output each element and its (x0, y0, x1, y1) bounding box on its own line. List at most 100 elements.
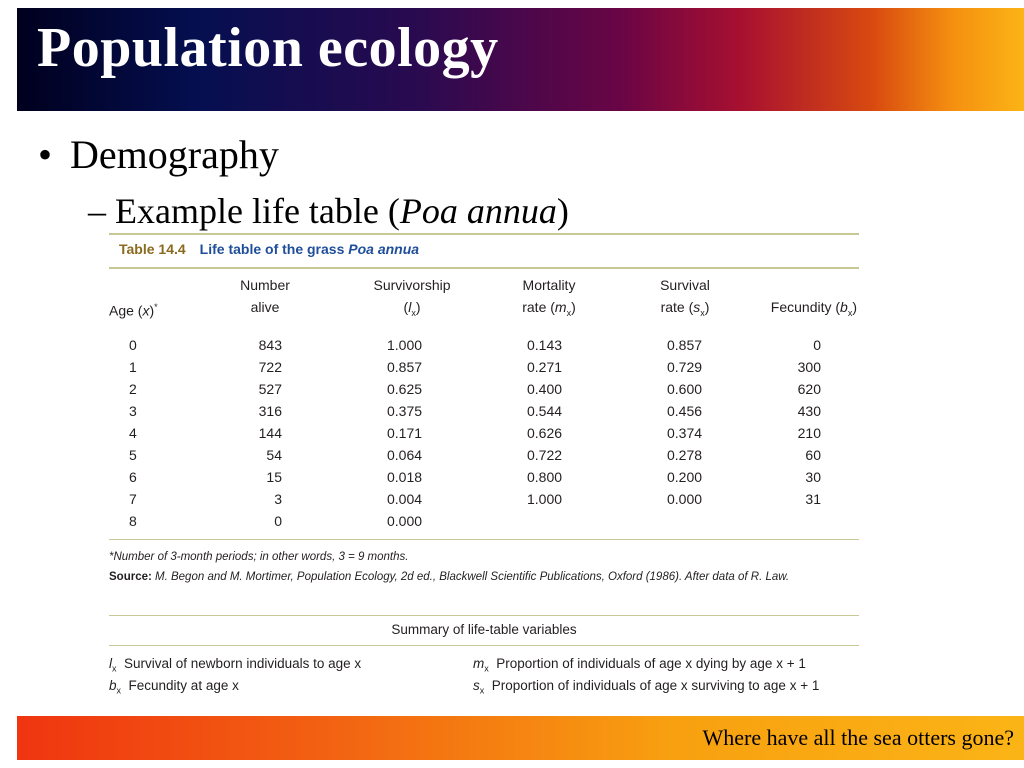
header-survival-line1: Survival (660, 277, 710, 293)
cell-sx: 0.729 (667, 359, 703, 375)
cell-mx: 0.800 (527, 469, 563, 485)
cell-mx: 0.626 (527, 425, 563, 441)
cell-age: 7 (129, 491, 137, 507)
table-bottom-rule (109, 539, 859, 540)
table-footnote: *Number of 3-month periods; in other wor… (109, 551, 409, 563)
summary-item-sx: sx Proportion of individuals of age x su… (473, 678, 819, 696)
cell-age: 5 (129, 447, 137, 463)
cell-mx: 0.143 (527, 337, 563, 353)
life-table: Table 14.4 Life table of the grass Poa an… (109, 233, 859, 703)
cell-lx: 0.004 (387, 491, 423, 507)
summary-sym: b (109, 678, 117, 693)
header-number-alive-line1: Number (240, 277, 290, 293)
cell-age: 6 (129, 469, 137, 485)
bullet-demography: • Demography (38, 131, 279, 178)
table-number: Table 14.4 (119, 241, 186, 257)
cell-age: 8 (129, 513, 137, 529)
cell-age: 1 (129, 359, 137, 375)
header-mortality-line2: rate (mx) (522, 299, 576, 318)
title-bar: Population ecology (17, 8, 1024, 111)
cell-sx: 0.374 (667, 425, 703, 441)
cell-age: 4 (129, 425, 137, 441)
cell-mx: 1.000 (527, 491, 563, 507)
subbullet-example: – Example life table (Poa annua) (88, 190, 569, 232)
cell-mx: 0.271 (527, 359, 563, 375)
footer-bar: Where have all the sea otters gone? (17, 716, 1024, 760)
cell-lx: 0.625 (387, 381, 423, 397)
table-top-rule (109, 233, 859, 235)
footer-text: Where have all the sea otters gone? (702, 725, 1014, 750)
cell-alive: 527 (258, 381, 282, 397)
summary-desc: Survival of newborn individuals to age x (124, 656, 362, 671)
cell-bx: 300 (797, 359, 821, 375)
header-age: Age (x)* (109, 302, 158, 319)
cell-mx: 0.400 (527, 381, 563, 397)
slide-title: Population ecology (37, 17, 499, 79)
cell-sx: 0.000 (667, 491, 703, 507)
header-survival: Survival rate (sx) (649, 274, 721, 324)
summary-sub: x (479, 685, 485, 696)
summary-item-lx: lx Survival of newborn individuals to ag… (109, 656, 361, 674)
summary-item-mx: mx Proportion of individuals of age x dy… (473, 656, 806, 674)
subbullet-suffix: ) (556, 191, 569, 231)
subbullet-species: Poa annua (399, 191, 557, 231)
header-number-alive: Number alive (227, 274, 303, 318)
summary-desc: Proportion of individuals of age x survi… (491, 678, 820, 693)
cell-age: 2 (129, 381, 137, 397)
header-number-alive-line2: alive (250, 299, 280, 315)
caption-species: Poa annua (348, 241, 420, 257)
cell-sx: 0.278 (667, 447, 703, 463)
cell-bx: 0 (813, 337, 821, 353)
header-survivorship-line2: (lx) (403, 299, 421, 318)
caption-text: Life table of the grass (199, 241, 349, 257)
summary-sub: x (116, 685, 122, 696)
cell-bx: 430 (797, 403, 821, 419)
cell-mx: 0.722 (527, 447, 563, 463)
header-mortality-line1: Mortality (522, 277, 576, 293)
header-fecundity: Fecundity (bx) (770, 299, 857, 318)
summary-sub: x (112, 663, 117, 674)
cell-lx: 0.857 (387, 359, 423, 375)
cell-lx: 0.375 (387, 403, 423, 419)
cell-lx: 0.171 (387, 425, 423, 441)
cell-alive: 3 (274, 491, 282, 507)
summary-sym: s (473, 678, 480, 693)
summary-mid-rule (109, 645, 859, 646)
cell-bx: 30 (805, 469, 821, 485)
subbullet-prefix: – Example life table ( (88, 191, 400, 231)
cell-lx: 0.064 (387, 447, 423, 463)
cell-age: 0 (129, 337, 137, 353)
summary-sub: x (484, 663, 489, 674)
summary-top-rule (109, 615, 859, 616)
cell-bx: 31 (805, 491, 821, 507)
cell-alive: 54 (266, 447, 282, 463)
header-mortality: Mortality rate (mx) (509, 274, 589, 324)
source-label: Source: (109, 571, 152, 583)
summary-item-bx: bx Fecundity at age x (109, 678, 239, 696)
source-text: M. Begon and M. Mortimer, Population Eco… (151, 571, 790, 583)
cell-alive: 722 (258, 359, 282, 375)
summary-desc: Fecundity at age x (128, 678, 239, 693)
cell-alive: 15 (266, 469, 282, 485)
cell-lx: 1.000 (387, 337, 423, 353)
cell-alive: 0 (274, 513, 282, 529)
cell-sx: 0.600 (667, 381, 703, 397)
caption-rule (109, 267, 859, 269)
cell-alive: 316 (258, 403, 282, 419)
cell-alive: 843 (258, 337, 282, 353)
cell-mx: 0.544 (527, 403, 563, 419)
header-survivorship: Survivorship (lx) (364, 274, 460, 324)
cell-sx: 0.200 (667, 469, 703, 485)
table-caption: Table 14.4 Life table of the grass Poa an… (119, 241, 419, 257)
cell-bx: 60 (805, 447, 821, 463)
cell-bx: 210 (797, 425, 821, 441)
header-survivorship-line1: Survivorship (373, 277, 451, 293)
cell-lx: 0.000 (387, 513, 423, 529)
summary-sym: m (473, 656, 485, 671)
summary-desc: Proportion of individuals of age x dying… (496, 656, 806, 671)
cell-sx: 0.456 (667, 403, 703, 419)
cell-alive: 144 (258, 425, 282, 441)
bullet-text: Demography (70, 132, 279, 177)
table-source: Source: M. Begon and M. Mortimer, Popula… (109, 571, 789, 583)
cell-age: 3 (129, 403, 137, 419)
